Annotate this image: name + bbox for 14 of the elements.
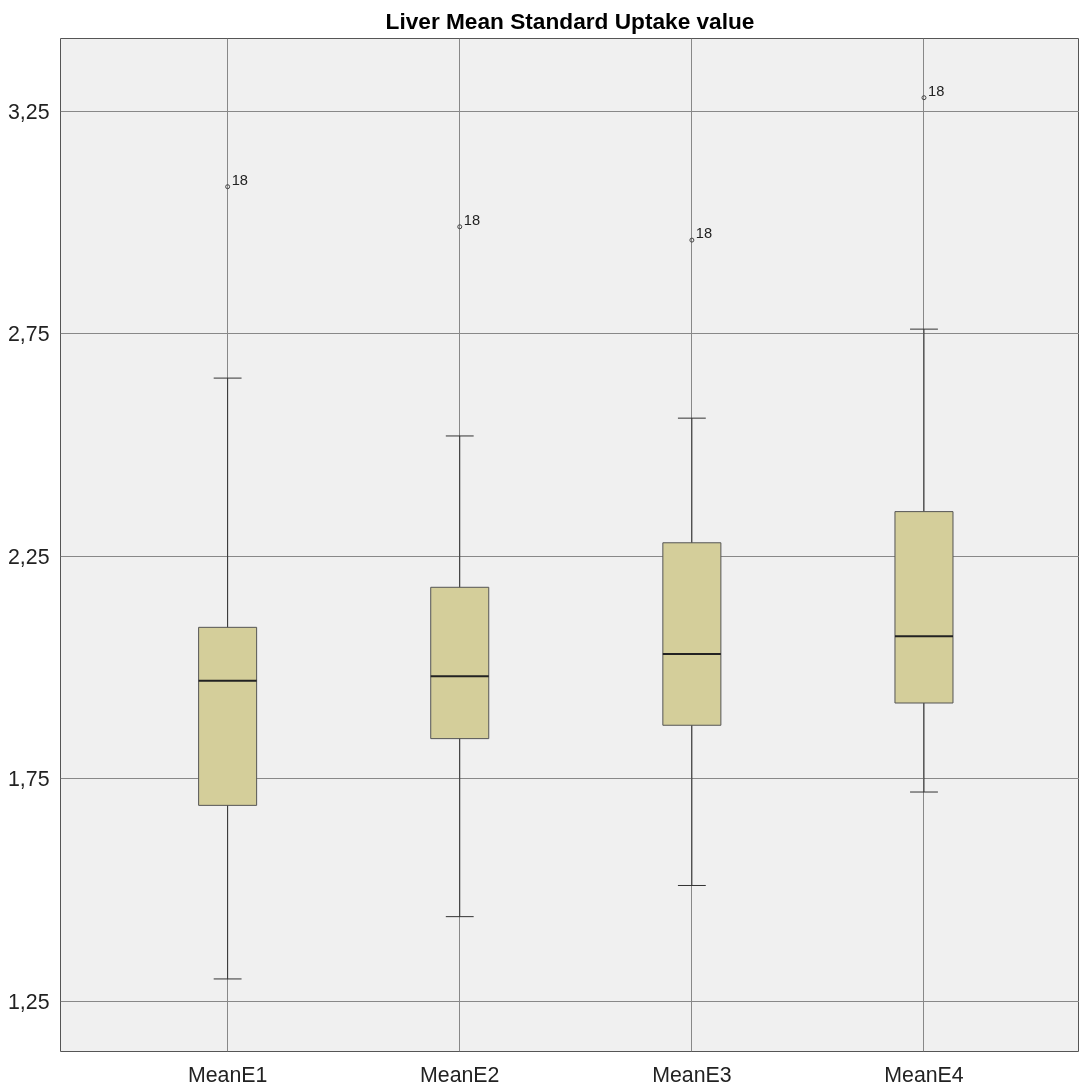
annotation: 18 bbox=[231, 171, 248, 188]
x-tick-label: MeanE3 bbox=[652, 1062, 732, 1087]
annotation: 18 bbox=[695, 225, 713, 242]
y-tick-label: 2,25 bbox=[7, 544, 50, 569]
x-tick-label: MeanE1 bbox=[187, 1062, 268, 1087]
y-tick-label: 3,25 bbox=[7, 99, 50, 124]
annotation: 18 bbox=[927, 82, 945, 99]
x-tick-label: MeanE4 bbox=[884, 1062, 964, 1087]
y-tick-label: 1,75 bbox=[7, 767, 50, 792]
y-tick-label: 1,25 bbox=[7, 989, 50, 1014]
annotation: 18 bbox=[463, 211, 481, 228]
chart-title: Liver Mean Standard Uptake value bbox=[385, 7, 755, 34]
x-tick-label: MeanE2 bbox=[420, 1062, 500, 1087]
y-tick-label: 2,75 bbox=[7, 322, 50, 347]
